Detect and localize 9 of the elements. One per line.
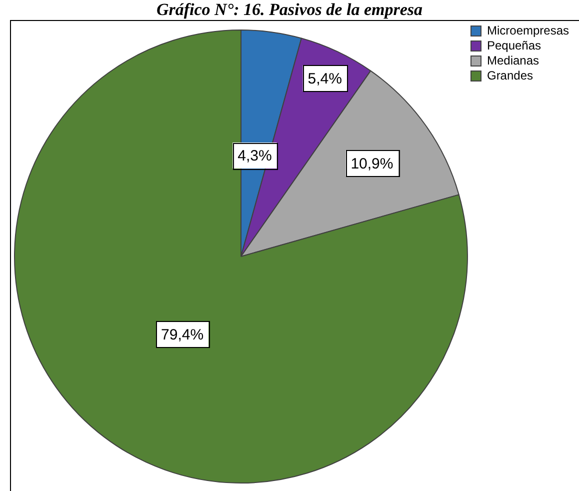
data-label: 4,3% [238, 148, 272, 165]
legend-label: Grandes [486, 68, 534, 82]
legend-label: Microempresas [486, 23, 570, 38]
data-label: 5,4% [308, 70, 342, 88]
data-label: 10,9% [350, 155, 394, 172]
legend-label: Medianas [486, 53, 540, 68]
data-label: 79,4% [160, 326, 204, 344]
legend-label: Pequeñas [486, 38, 542, 52]
chart-title: Gráfico N°: 16. Pasivos de la empresa [155, 0, 424, 19]
